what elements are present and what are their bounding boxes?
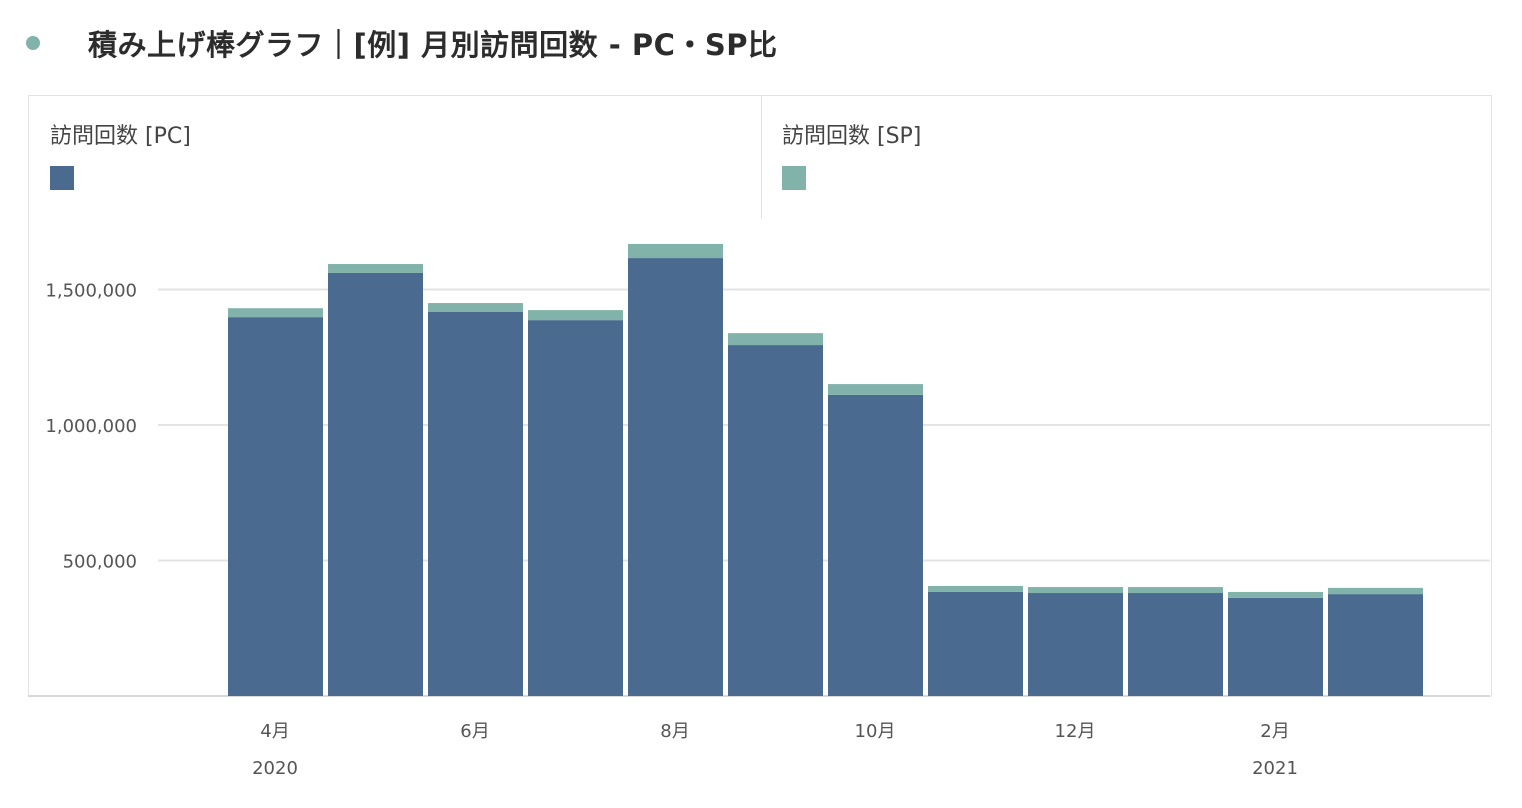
x-tick-label: 10月 — [855, 721, 896, 742]
chart-panel — [28, 95, 1492, 697]
bar-sp-2021-01 — [1128, 587, 1223, 594]
bar-sp-2020-12 — [1028, 587, 1123, 594]
x-tick-label: 2月 — [1260, 721, 1289, 742]
bar-pc-2020-11 — [928, 591, 1023, 696]
bar-sp-2020-08 — [628, 243, 723, 259]
bar-sp-2021-02 — [1228, 591, 1323, 598]
bar-sp-2020-04 — [228, 308, 323, 318]
x-tick-label: 8月 — [660, 721, 689, 742]
bar-pc-2020-07 — [528, 320, 623, 696]
bar-pc-2020-05 — [328, 272, 423, 696]
bar-pc-2020-09 — [728, 345, 823, 696]
legend-item-sp[interactable]: 訪問回数 [SP] — [782, 118, 921, 190]
page-title: 積み上げ棒グラフ｜[例] 月別訪問回数 - PC・SP比 — [88, 28, 778, 62]
legend-swatch-sp — [782, 166, 806, 190]
x-tick-label: 4月 — [260, 721, 289, 742]
y-tick-label: 500,000 — [63, 552, 137, 573]
legend-item-pc[interactable]: 訪問回数 [PC] — [50, 118, 191, 190]
bar-pc-2020-08 — [628, 258, 723, 696]
legend-label-sp: 訪問回数 [SP] — [782, 124, 922, 149]
bar-pc-2021-03 — [1328, 594, 1423, 696]
x-tick-label: 6月 — [460, 721, 489, 742]
y-tick-label: 1,500,000 — [45, 281, 137, 302]
legend-label-pc: 訪問回数 [PC] — [50, 124, 191, 149]
x-year-label: 2021 — [1252, 758, 1298, 779]
legend-divider — [761, 95, 762, 219]
bar-sp-2020-11 — [928, 585, 1023, 592]
x-tick-label: 12月 — [1055, 721, 1096, 742]
bar-sp-2020-07 — [528, 310, 623, 321]
bar-pc-2021-01 — [1128, 593, 1223, 696]
bar-sp-2020-09 — [728, 333, 823, 346]
y-tick-label: 1,000,000 — [45, 416, 137, 437]
title-dot — [26, 36, 40, 50]
legend-swatch-pc — [50, 166, 74, 190]
bar-sp-2020-10 — [828, 384, 923, 395]
bar-pc-2020-10 — [828, 394, 923, 696]
bar-sp-2020-05 — [328, 264, 423, 273]
bar-pc-2020-06 — [428, 311, 523, 696]
bar-sp-2020-06 — [428, 303, 523, 312]
bar-sp-2021-03 — [1328, 587, 1423, 595]
bar-pc-2020-12 — [1028, 593, 1123, 696]
x-year-label: 2020 — [252, 758, 298, 779]
bar-pc-2021-02 — [1228, 597, 1323, 696]
bar-pc-2020-04 — [228, 317, 323, 696]
